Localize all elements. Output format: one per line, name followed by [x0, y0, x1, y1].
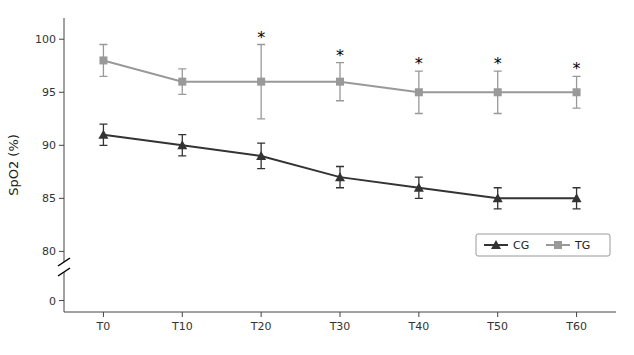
annotation: *: [573, 59, 581, 78]
y-tick-label: 100: [35, 33, 56, 46]
point: [177, 140, 187, 149]
x-tick: [182, 312, 183, 317]
legend: CG TG: [476, 234, 610, 256]
annotation: *: [336, 46, 344, 65]
x-tick: [418, 312, 419, 317]
point: [98, 130, 108, 139]
y-tick-label: 80: [42, 245, 56, 258]
point: [572, 193, 582, 202]
y-tick: [59, 251, 64, 252]
x-tick: [576, 312, 577, 317]
error-bar: [415, 71, 423, 113]
x-tick-label: T30: [329, 320, 351, 333]
error-bar: [494, 71, 502, 113]
error-bar: [99, 45, 107, 77]
point: [257, 78, 265, 86]
x-tick-label: T20: [250, 320, 272, 333]
legend-label: TG: [574, 239, 590, 252]
x-tick-label: T10: [171, 320, 193, 333]
point: [336, 78, 344, 86]
point: [415, 88, 423, 96]
error-bar: [178, 69, 186, 94]
error-bar: [573, 76, 581, 108]
error-bar: [257, 45, 265, 119]
point: [494, 88, 502, 96]
legend-label: CG: [513, 239, 529, 252]
legend-box: [476, 234, 610, 256]
error-bar: [336, 63, 344, 101]
x-tick: [261, 312, 262, 317]
point: [414, 183, 424, 192]
error-bar: [415, 177, 423, 198]
error-bar: [494, 188, 502, 209]
annotation: *: [257, 28, 265, 47]
legend-marker: [554, 241, 562, 249]
error-bar: [257, 143, 265, 168]
axis-break: [58, 258, 70, 266]
point: [335, 172, 345, 181]
y-tick-label: 85: [42, 192, 56, 205]
y-tick: [59, 92, 64, 93]
y-axis-label: SpO2 (%): [6, 134, 21, 196]
axis-break: [58, 268, 70, 276]
point: [493, 193, 503, 202]
error-bar: [573, 188, 581, 209]
y-tick: [59, 198, 64, 199]
legend-marker: [491, 240, 501, 249]
x-tick-label: T50: [486, 320, 508, 333]
annotation: *: [494, 54, 502, 73]
y-axis-line: [64, 272, 65, 312]
y-tick-label: 0: [49, 295, 56, 308]
point: [256, 151, 266, 160]
point: [573, 88, 581, 96]
x-tick: [340, 312, 341, 317]
series-line: [103, 135, 576, 199]
x-tick: [497, 312, 498, 317]
x-tick-label: T0: [96, 320, 111, 333]
annotation: *: [415, 54, 423, 73]
y-tick: [59, 145, 64, 146]
y-tick-label: 95: [42, 86, 56, 99]
y-tick: [59, 39, 64, 40]
x-tick: [103, 312, 104, 317]
y-tick-label: 90: [42, 139, 56, 152]
chart: 80 85 90 95 100 0 T0 T10 T20 T30 T40 T50 T60 SpO2 (%)…: [0, 0, 634, 355]
point: [178, 78, 186, 86]
y-axis-line: [64, 18, 65, 262]
x-tick-label: T60: [565, 320, 587, 333]
x-tick-label: T40: [407, 320, 429, 333]
error-bar: [336, 167, 344, 188]
point: [99, 56, 107, 64]
error-bar: [178, 135, 186, 156]
error-bar: [99, 124, 107, 145]
y-tick: [59, 300, 64, 301]
plot-area: [98, 45, 581, 209]
